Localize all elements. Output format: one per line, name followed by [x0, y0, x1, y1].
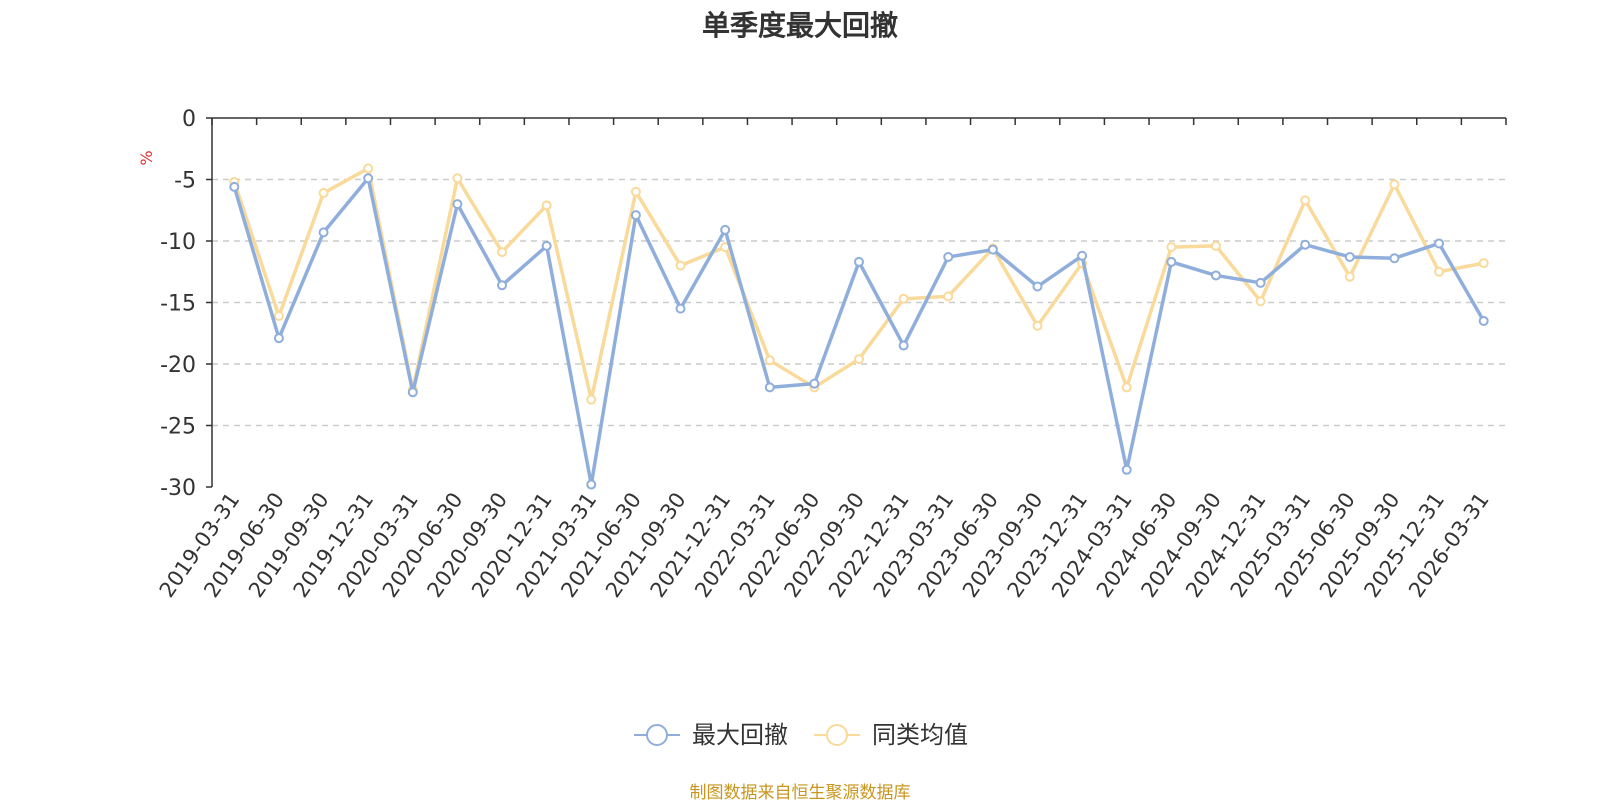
data-point — [229, 181, 240, 192]
data-point — [943, 291, 954, 302]
data-point — [630, 210, 641, 221]
data-point — [898, 340, 909, 351]
data-point — [1478, 258, 1489, 269]
grid-lines — [212, 178, 1506, 427]
data-point — [1344, 271, 1355, 282]
data-point — [1434, 238, 1445, 249]
legend-circle — [826, 724, 848, 746]
data-point — [273, 333, 284, 344]
legend-item[interactable]: 最大回撤 — [632, 722, 788, 748]
data-point — [541, 240, 552, 251]
data-point — [675, 260, 686, 271]
data-point — [764, 382, 775, 393]
data-point — [1032, 281, 1043, 292]
data-point — [854, 256, 864, 267]
data-point — [720, 224, 731, 235]
data-point — [1255, 277, 1266, 288]
data-point — [497, 280, 508, 291]
data-point — [1166, 242, 1177, 253]
data-point — [407, 387, 418, 398]
data-point — [452, 199, 463, 210]
data-point — [1121, 464, 1132, 475]
data-point — [1478, 315, 1489, 326]
y-tick-label: -10 — [160, 230, 196, 255]
series-layer — [229, 163, 1489, 490]
data-point — [1032, 320, 1043, 331]
y-tick-label: -30 — [160, 476, 196, 501]
data-point — [898, 293, 909, 304]
y-tick-label: -15 — [160, 292, 196, 317]
data-point — [630, 186, 641, 197]
data-point — [1077, 250, 1088, 261]
chart-title: 单季度最大回撤 — [701, 9, 898, 42]
y-tick-label: -25 — [160, 415, 196, 440]
data-point — [1389, 253, 1400, 264]
data-point — [1389, 179, 1400, 190]
data-point — [943, 251, 954, 262]
source-note: 制图数据来自恒生聚源数据库 — [689, 783, 911, 803]
data-point — [1121, 382, 1132, 393]
data-point — [363, 163, 374, 174]
data-point — [1210, 240, 1221, 251]
data-point — [318, 227, 329, 238]
data-point — [363, 173, 374, 184]
data-point — [1210, 270, 1221, 281]
data-point — [318, 188, 329, 199]
y-tick-label: -20 — [160, 353, 196, 378]
data-point — [497, 247, 508, 258]
data-point — [1300, 239, 1311, 250]
y-tick-label: -5 — [174, 169, 196, 194]
data-point — [809, 378, 820, 389]
data-point — [541, 200, 552, 211]
y-tick-label: 0 — [182, 107, 196, 132]
legend-marker-icon — [814, 724, 860, 746]
data-point — [273, 311, 284, 322]
data-point — [586, 479, 597, 490]
legend-label: 同类均值 — [872, 721, 968, 749]
data-point — [452, 173, 463, 184]
data-point — [1166, 256, 1177, 267]
data-point — [675, 303, 686, 314]
data-point — [1434, 266, 1445, 277]
legend-circle — [646, 724, 668, 746]
axes: 0-5-10-15-20-25-302019-03-312019-06-3020… — [155, 107, 1507, 602]
data-point — [586, 394, 597, 405]
data-point — [1300, 195, 1311, 206]
legend: 最大回撤 同类均值 — [0, 722, 1600, 748]
y-axis-label: % — [137, 150, 156, 165]
data-point — [1255, 296, 1266, 307]
data-point — [1344, 251, 1355, 262]
legend-item[interactable]: 同类均值 — [812, 722, 968, 748]
legend-marker-icon — [634, 724, 680, 746]
data-point — [987, 244, 998, 255]
data-point — [854, 354, 864, 365]
data-point — [764, 355, 775, 366]
series-line — [232, 166, 1486, 402]
legend-label: 最大回撤 — [692, 721, 788, 749]
